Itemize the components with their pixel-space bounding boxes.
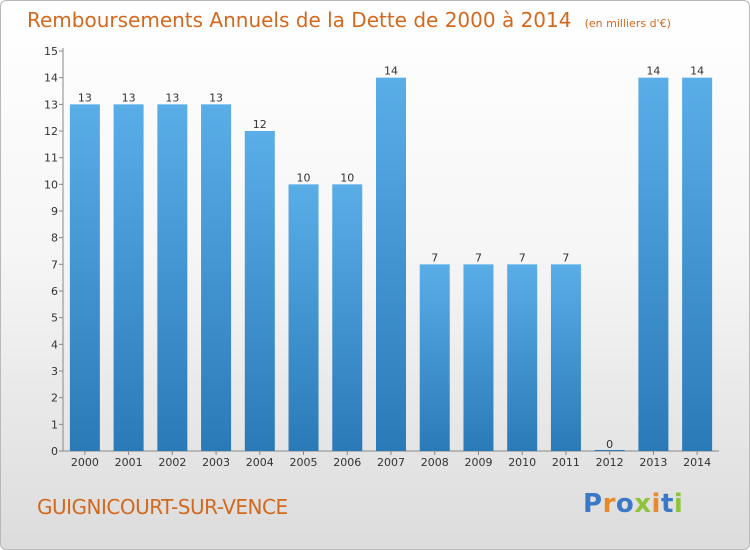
bar	[682, 77, 713, 452]
bar-value-label: 13	[165, 91, 179, 104]
bar	[244, 131, 275, 451]
bar	[507, 264, 538, 451]
x-tick-label: 2003	[202, 456, 230, 469]
y-tick-label: 14	[44, 72, 58, 85]
x-tick-label: 2011	[552, 456, 580, 469]
x-tick-label: 2007	[377, 456, 405, 469]
y-tick-label: 11	[44, 152, 58, 165]
bar-value-label: 10	[340, 171, 354, 184]
bar	[638, 77, 669, 452]
y-tick-label: 1	[51, 418, 58, 431]
y-tick-label: 8	[51, 232, 58, 245]
x-tick-label: 2008	[421, 456, 449, 469]
y-tick-label: 3	[51, 365, 58, 378]
bar	[594, 450, 625, 451]
bar-value-label: 7	[562, 251, 569, 264]
x-tick-label: 2000	[71, 456, 99, 469]
bar-value-label: 13	[209, 91, 223, 104]
y-tick-label: 15	[44, 45, 58, 58]
bar-value-label: 14	[384, 65, 398, 78]
brand-letter: i	[673, 489, 684, 519]
bar	[550, 264, 581, 451]
y-tick-label: 12	[44, 125, 58, 138]
bar-value-label: 12	[253, 118, 267, 131]
place-name: GUIGNICOURT-SUR-VENCE	[37, 495, 288, 519]
bar	[113, 104, 144, 451]
y-tick-label: 7	[51, 258, 58, 271]
brand-logo: Proxiti	[583, 489, 683, 519]
bar-value-label: 13	[122, 91, 136, 104]
bar-value-label: 7	[431, 251, 438, 264]
chart-subtitle: (en milliers d'€)	[584, 17, 671, 30]
bar	[463, 264, 494, 451]
x-tick-label: 2001	[115, 456, 143, 469]
brand-letter: P	[583, 489, 603, 519]
bar	[376, 77, 406, 452]
y-tick-label: 10	[44, 178, 58, 191]
bar-series	[69, 77, 713, 452]
y-tick-label: 5	[51, 312, 58, 325]
y-tick-label: 2	[51, 392, 58, 405]
title-row: Remboursements Annuels de la Dette de 20…	[27, 8, 671, 32]
y-tick-label: 13	[44, 98, 58, 111]
bar-value-label: 13	[78, 91, 92, 104]
value-labels: 13 13 13 13 12 10 10 14 7 7 7 7 0 14 14	[78, 65, 704, 451]
x-tick-label: 2004	[246, 456, 274, 469]
y-tick-label: 9	[51, 205, 58, 218]
bar-value-label: 0	[606, 438, 613, 451]
bar	[332, 184, 363, 452]
brand-letter: t	[660, 489, 674, 519]
bar-value-label: 7	[475, 251, 482, 264]
bar-value-label: 10	[297, 171, 311, 184]
brand-letter: o	[615, 489, 635, 519]
y-tick-label: 6	[51, 285, 58, 298]
x-tick-label: 2010	[508, 456, 536, 469]
x-tick-label: 2012	[596, 456, 624, 469]
bar-value-label: 7	[519, 251, 526, 264]
brand-letter: x	[634, 489, 652, 519]
bar	[157, 104, 188, 451]
x-tick-label: 2005	[290, 456, 318, 469]
x-tick-label: 2014	[683, 456, 711, 469]
x-tick-label: 2009	[464, 456, 492, 469]
brand-letter: r	[602, 489, 616, 519]
brand-letter: i	[651, 489, 661, 519]
bar	[69, 104, 100, 451]
bar-value-label: 14	[646, 65, 660, 78]
chart-title: Remboursements Annuels de la Dette de 20…	[27, 8, 572, 32]
y-tick-label: 4	[51, 338, 58, 351]
bar	[201, 104, 232, 451]
x-tick-label: 2006	[333, 456, 361, 469]
x-tick-label: 2002	[158, 456, 186, 469]
bar-value-label: 14	[690, 65, 704, 78]
bar	[288, 184, 319, 452]
bar	[419, 264, 450, 451]
y-tick-label: 0	[51, 445, 58, 458]
x-tick-label: 2013	[639, 456, 667, 469]
